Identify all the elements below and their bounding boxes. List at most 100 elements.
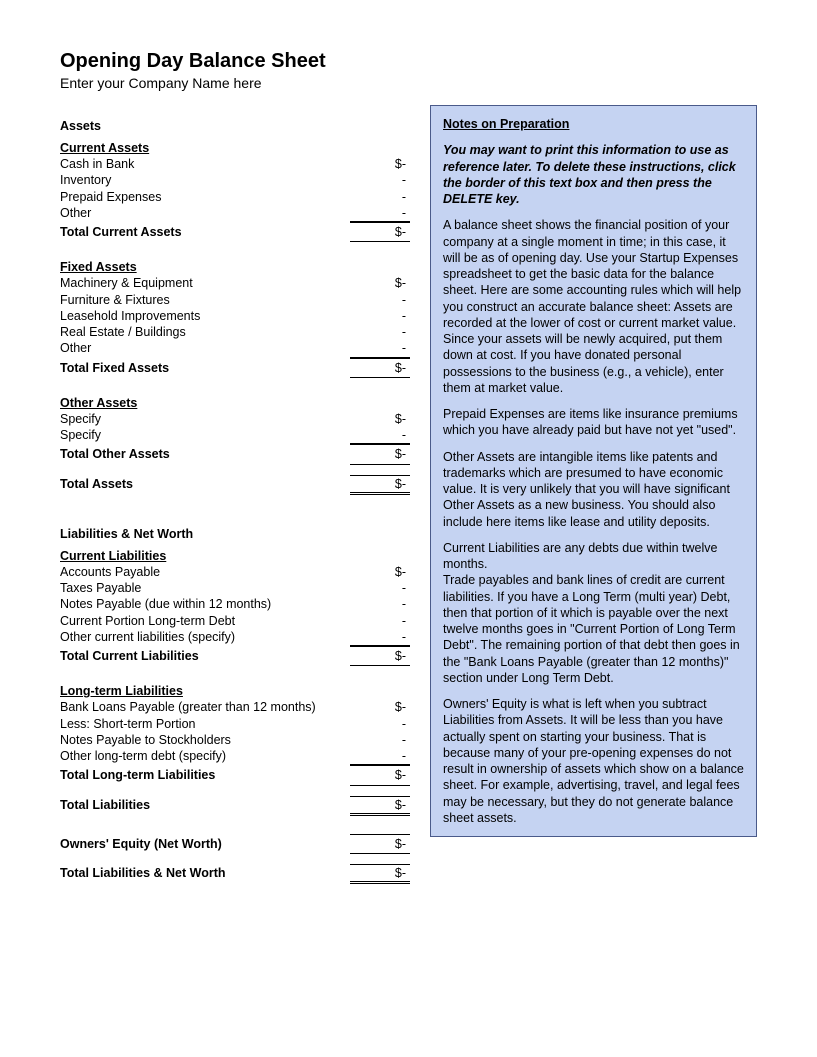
total-assets: Total Assets $- (60, 475, 410, 495)
item-label: Taxes Payable (60, 580, 350, 596)
total-current-assets: Total Current Assets $- (60, 222, 410, 242)
item-value[interactable]: $- (350, 275, 410, 291)
line-item: Notes Payable (due within 12 months) - (60, 596, 410, 612)
current-liabilities-header: Current Liabilities (60, 549, 410, 563)
fixed-assets-header: Fixed Assets (60, 260, 410, 274)
item-value[interactable]: - (350, 292, 410, 308)
notes-paragraph: Current Liabilities are any debts due wi… (443, 540, 744, 686)
line-item: Inventory - (60, 172, 410, 188)
line-item: Cash in Bank $- (60, 156, 410, 172)
item-value[interactable]: - (350, 205, 410, 222)
total-label: Total Current Assets (60, 224, 350, 240)
item-label: Leasehold Improvements (60, 308, 350, 324)
item-label[interactable]: Specify (60, 411, 350, 427)
total-label: Total Liabilities (60, 797, 350, 813)
item-value[interactable]: $- (350, 564, 410, 580)
main-layout: Assets Current Assets Cash in Bank $- In… (60, 105, 757, 884)
total-value: $- (350, 834, 410, 854)
item-label: Current Portion Long-term Debt (60, 613, 350, 629)
line-item: Other current liabilities (specify) - (60, 629, 410, 646)
notes-paragraph: A balance sheet shows the financial posi… (443, 217, 744, 396)
total-value: $- (350, 765, 410, 785)
item-value[interactable]: - (350, 580, 410, 596)
total-value: $- (350, 222, 410, 242)
line-item: Other - (60, 340, 410, 357)
total-value: $- (350, 646, 410, 666)
liabilities-header: Liabilities & Net Worth (60, 527, 410, 541)
total-label: Total Other Assets (60, 446, 350, 462)
line-item: Machinery & Equipment $- (60, 275, 410, 291)
balance-sheet-column: Assets Current Assets Cash in Bank $- In… (60, 105, 410, 884)
item-label: Notes Payable (due within 12 months) (60, 596, 350, 612)
line-item: Real Estate / Buildings - (60, 324, 410, 340)
notes-box[interactable]: Notes on Preparation You may want to pri… (430, 105, 757, 837)
total-liabilities: Total Liabilities $- (60, 796, 410, 816)
item-label: Machinery & Equipment (60, 275, 350, 291)
total-value: $- (350, 358, 410, 378)
line-item: Furniture & Fixtures - (60, 292, 410, 308)
total-label: Total Current Liabilities (60, 648, 350, 664)
total-current-liabilities: Total Current Liabilities $- (60, 646, 410, 666)
total-value: $- (350, 796, 410, 816)
line-item: Taxes Payable - (60, 580, 410, 596)
item-label: Cash in Bank (60, 156, 350, 172)
notes-title: Notes on Preparation (443, 116, 744, 132)
item-value[interactable]: $- (350, 699, 410, 715)
total-value: $- (350, 444, 410, 464)
item-label: Real Estate / Buildings (60, 324, 350, 340)
total-longterm-liabilities: Total Long-term Liabilities $- (60, 765, 410, 785)
line-item: Other - (60, 205, 410, 222)
total-liabilities-net-worth: Total Liabilities & Net Worth $- (60, 864, 410, 884)
total-label: Total Long-term Liabilities (60, 767, 350, 783)
total-value: $- (350, 864, 410, 884)
total-label: Owners' Equity (Net Worth) (60, 836, 350, 852)
item-value[interactable]: - (350, 189, 410, 205)
item-value[interactable]: - (350, 427, 410, 444)
item-label: Other (60, 205, 350, 221)
notes-paragraph: Other Assets are intangible items like p… (443, 449, 744, 530)
item-value[interactable]: - (350, 748, 410, 765)
item-label: Notes Payable to Stockholders (60, 732, 350, 748)
line-item: Bank Loans Payable (greater than 12 mont… (60, 699, 410, 715)
item-value[interactable]: - (350, 613, 410, 629)
owners-equity: Owners' Equity (Net Worth) $- (60, 834, 410, 854)
total-label: Total Fixed Assets (60, 360, 350, 376)
total-label: Total Liabilities & Net Worth (60, 865, 350, 881)
item-value[interactable]: - (350, 308, 410, 324)
line-item: Specify $- (60, 411, 410, 427)
item-label: Accounts Payable (60, 564, 350, 580)
item-value[interactable]: - (350, 324, 410, 340)
item-value[interactable]: - (350, 596, 410, 612)
item-value[interactable]: - (350, 716, 410, 732)
item-label: Other (60, 340, 350, 356)
line-item: Less: Short-term Portion - (60, 716, 410, 732)
notes-paragraph: Prepaid Expenses are items like insuranc… (443, 406, 744, 439)
total-value: $- (350, 475, 410, 495)
item-value[interactable]: - (350, 172, 410, 188)
line-item: Leasehold Improvements - (60, 308, 410, 324)
item-value[interactable]: - (350, 340, 410, 357)
current-assets-header: Current Assets (60, 141, 410, 155)
item-label: Less: Short-term Portion (60, 716, 350, 732)
item-label: Bank Loans Payable (greater than 12 mont… (60, 699, 350, 715)
line-item: Accounts Payable $- (60, 564, 410, 580)
item-label[interactable]: Other long-term debt (specify) (60, 748, 350, 764)
longterm-liabilities-header: Long-term Liabilities (60, 684, 410, 698)
line-item: Other long-term debt (specify) - (60, 748, 410, 765)
item-value[interactable]: $- (350, 156, 410, 172)
item-value[interactable]: - (350, 629, 410, 646)
item-label[interactable]: Specify (60, 427, 350, 443)
line-item: Notes Payable to Stockholders - (60, 732, 410, 748)
notes-intro: You may want to print this information t… (443, 142, 744, 207)
line-item: Prepaid Expenses - (60, 189, 410, 205)
notes-paragraph: Owners' Equity is what is left when you … (443, 696, 744, 826)
item-label: Inventory (60, 172, 350, 188)
company-name-placeholder[interactable]: Enter your Company Name here (60, 75, 757, 91)
item-value[interactable]: $- (350, 411, 410, 427)
total-fixed-assets: Total Fixed Assets $- (60, 358, 410, 378)
item-label: Prepaid Expenses (60, 189, 350, 205)
item-value[interactable]: - (350, 732, 410, 748)
page-title: Opening Day Balance Sheet (60, 50, 757, 73)
item-label[interactable]: Other current liabilities (specify) (60, 629, 350, 645)
line-item: Current Portion Long-term Debt - (60, 613, 410, 629)
